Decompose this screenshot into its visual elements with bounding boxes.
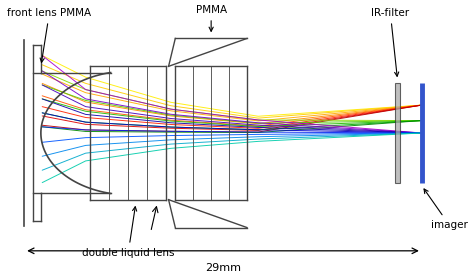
- Text: PMMA: PMMA: [196, 5, 227, 31]
- Text: double liquid lens: double liquid lens: [82, 207, 174, 258]
- Text: front lens PMMA: front lens PMMA: [7, 8, 91, 62]
- Text: imager: imager: [424, 189, 467, 230]
- Text: 29mm: 29mm: [205, 263, 241, 273]
- Text: IR-filter: IR-filter: [371, 8, 410, 76]
- Bar: [395, 83, 400, 183]
